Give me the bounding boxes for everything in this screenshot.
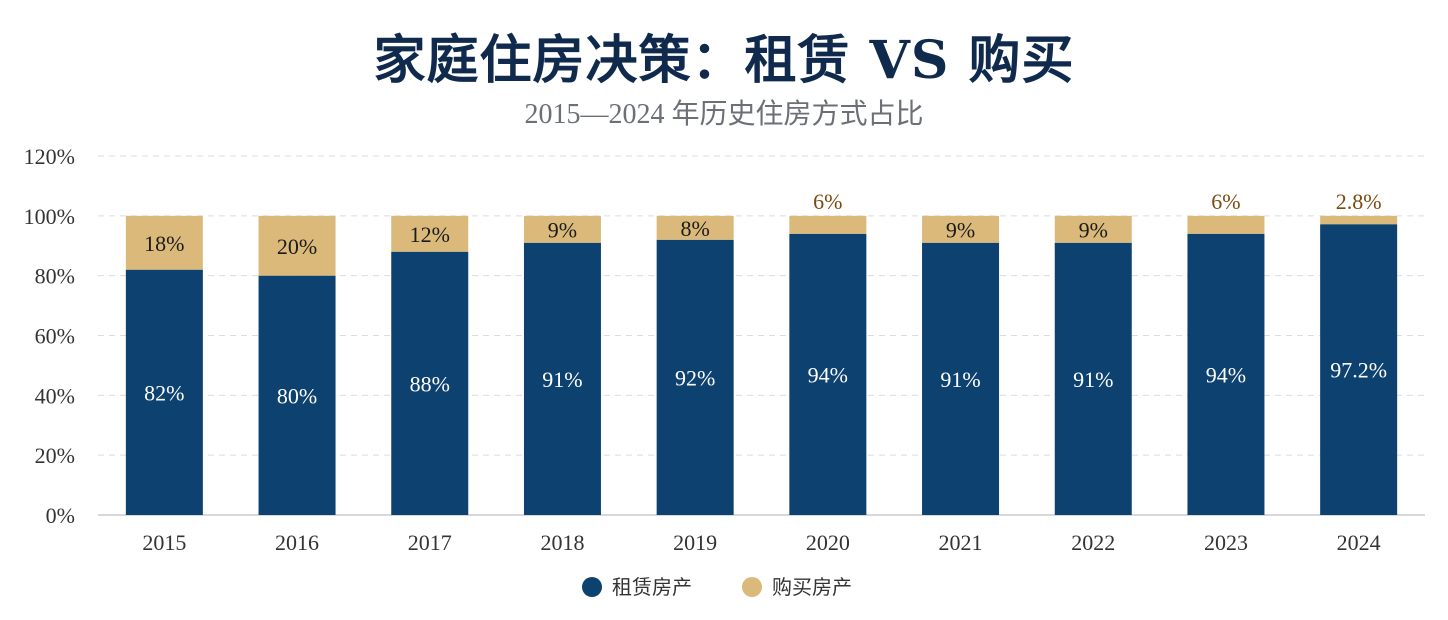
bar-rent: [656, 239, 734, 515]
y-tick-label: 60%: [35, 324, 75, 349]
y-tick-label: 40%: [35, 383, 75, 408]
x-axis: 2015 2016 2017 2018 2019 2020 2021 2022 2023 2024: [142, 530, 1380, 555]
data-label-rent: 91%: [542, 367, 582, 392]
legend-swatch: [582, 577, 602, 597]
data-label-buy: 9%: [548, 217, 577, 242]
data-label-buy: 8%: [680, 216, 709, 241]
data-label-rent: 94%: [1206, 362, 1246, 387]
bar-buy: [1187, 215, 1265, 234]
bar-rent: [125, 269, 203, 515]
data-label-buy: 18%: [144, 231, 184, 256]
y-axis: 0% 20% 40% 60% 80% 100% 120%: [24, 144, 75, 528]
bar-buy: [523, 215, 601, 243]
bar-buy: [125, 215, 203, 270]
chart-subtitle: 2015—2024 年历史住房方式占比: [524, 99, 924, 130]
bar-rent: [1054, 242, 1132, 515]
bar-rent: [789, 233, 867, 516]
bar-rent: [391, 251, 469, 515]
data-label-buy: 2.8%: [1336, 189, 1382, 214]
data-label-buy: 20%: [277, 234, 317, 259]
x-tick-label: 2015: [142, 530, 186, 555]
y-tick-label: 120%: [24, 144, 75, 169]
x-tick-label: 2019: [673, 530, 717, 555]
y-tick-label: 0%: [46, 503, 75, 528]
x-tick-label: 2023: [1204, 530, 1248, 555]
bar-buy: [656, 215, 734, 240]
bar-buy: [1320, 215, 1398, 225]
data-label-rent: 80%: [277, 383, 317, 408]
x-tick-label: 2024: [1337, 530, 1381, 555]
y-tick-label: 80%: [35, 264, 75, 289]
data-label-rent: 88%: [410, 371, 450, 396]
data-label-buy: 6%: [813, 189, 842, 214]
data-label-rent: 94%: [808, 362, 848, 387]
bar-rent: [1187, 233, 1265, 516]
x-tick-label: 2022: [1071, 530, 1115, 555]
bar-rent: [258, 275, 336, 515]
bar-buy: [1054, 215, 1132, 243]
bar-rent: [1320, 224, 1398, 515]
bar-buy: [258, 215, 336, 276]
x-tick-label: 2018: [540, 530, 584, 555]
bar-buy: [789, 215, 867, 234]
data-label-buy: 6%: [1211, 189, 1240, 214]
legend-label: 租赁房产: [612, 575, 692, 599]
data-label-rent: 92%: [675, 365, 715, 390]
x-tick-label: 2016: [275, 530, 319, 555]
x-tick-label: 2021: [939, 530, 983, 555]
data-label-buy: 9%: [946, 217, 975, 242]
data-label-rent: 91%: [1073, 367, 1113, 392]
x-tick-label: 2020: [806, 530, 850, 555]
legend: 租赁房产 购买房产: [582, 575, 852, 599]
chart-title: 家庭住房决策：租赁 VS 购买: [373, 30, 1075, 91]
data-label-rent: 82%: [144, 380, 184, 405]
data-label-buy: 9%: [1079, 217, 1108, 242]
legend-label: 购买房产: [772, 575, 852, 599]
bars: 82% 18% 80% 20% 88% 12% 91% 9% 92% 8% 94% 6% 91% 9% 91…: [125, 189, 1398, 516]
data-label-rent: 97.2%: [1330, 358, 1387, 383]
bar-rent: [922, 242, 1000, 515]
bar-buy: [922, 215, 1000, 243]
data-label-buy: 12%: [410, 222, 450, 247]
data-label-rent: 91%: [940, 367, 980, 392]
y-tick-label: 20%: [35, 443, 75, 468]
x-tick-label: 2017: [408, 530, 452, 555]
legend-swatch: [742, 577, 762, 597]
bar-rent: [523, 242, 601, 515]
y-tick-label: 100%: [24, 204, 75, 229]
bar-buy: [391, 215, 469, 252]
